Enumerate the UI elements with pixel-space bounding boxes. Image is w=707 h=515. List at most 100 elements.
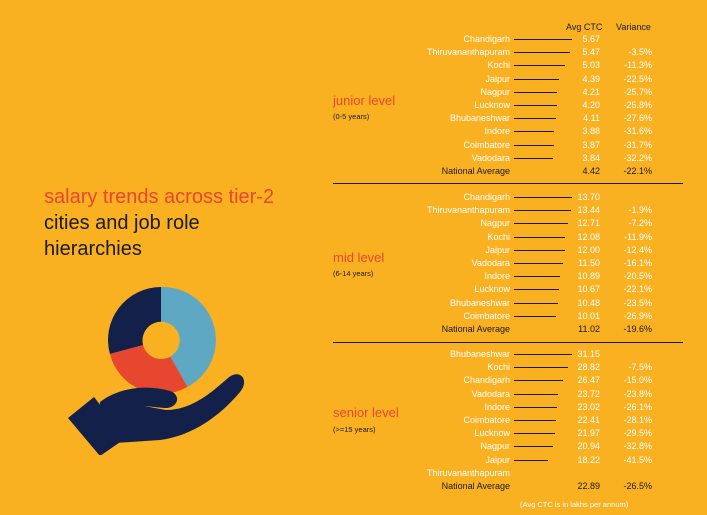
avg-ctc-value: 4.20: [582, 100, 600, 110]
table-row: Indore 3.88 -31.6%: [0, 125, 707, 138]
variance-value: -7.5%: [628, 362, 652, 373]
value-bar: [514, 433, 555, 435]
city-label: Vadodara: [471, 152, 510, 163]
variance-value: -7.2%: [628, 218, 652, 229]
avg-ctc-value: 22.41: [577, 415, 600, 425]
avg-ctc-value: 31.15: [577, 349, 600, 359]
national-average-row: National Average 11.02 -19.6%: [0, 323, 707, 336]
city-label: Indore: [484, 271, 510, 282]
value-bar: [514, 223, 568, 225]
value-bar: [514, 393, 559, 395]
value-bar: [514, 144, 554, 146]
variance-value: -11.3%: [624, 60, 652, 71]
donut-slice-blue: [161, 286, 216, 387]
national-average-row: National Average 22.89 -26.5%: [0, 480, 707, 493]
table-row: Coimbatore 10.01 -26.9%: [0, 310, 707, 323]
city-label: Chandigarh: [463, 375, 510, 386]
avg-ctc-value: 4.42: [582, 166, 600, 176]
city-label: Thiruvananthapuram: [426, 467, 510, 478]
city-label: Kochi: [487, 60, 510, 71]
level-title-senior: senior level: [333, 405, 399, 420]
variance-value: -11.9%: [624, 231, 652, 242]
table-row: Kochi 12.08 -11.9%: [0, 231, 707, 244]
variance-value: -32.8%: [623, 441, 652, 452]
avg-ctc-value: 11.02: [578, 324, 600, 334]
city-label: Chandigarh: [463, 34, 510, 44]
variance-value: -19.6%: [623, 324, 652, 334]
value-bar: [514, 236, 566, 238]
city-label: Thiruvananthapuram: [426, 205, 510, 216]
page-title-rest: cities and job role hierarchies: [44, 212, 200, 260]
section-divider: [333, 183, 683, 184]
table-row: Bhubaneshwar 10.48 -23.5%: [0, 297, 707, 310]
table-row: Lucknow 10.67 -22.1%: [0, 283, 707, 296]
value-bar: [514, 380, 564, 382]
avg-ctc-value: 4.39: [582, 73, 600, 84]
city-label: National Average: [441, 481, 510, 491]
city-label: Bhubaneshwar: [449, 113, 510, 124]
variance-value: -25.8%: [623, 100, 652, 110]
variance-value: -26.9%: [623, 310, 652, 321]
city-label: Indore: [484, 401, 510, 412]
city-label: Vadodara: [471, 258, 510, 268]
value-bar: [514, 420, 556, 421]
avg-ctc-value: 18.22: [577, 454, 600, 465]
table-row: Jaipur 4.39 -22.5%: [0, 73, 707, 86]
variance-value: -23.5%: [623, 297, 652, 308]
value-bar: [514, 131, 554, 133]
avg-ctc-value: 12.00: [577, 244, 600, 255]
footnote: (Avg CTC is in lakhs per annum): [520, 500, 629, 509]
avg-ctc-value: 12.08: [577, 231, 600, 242]
avg-ctc-value: 23.72: [577, 388, 600, 399]
variance-value: -29.5%: [623, 428, 652, 439]
variance-value: -26.5%: [623, 481, 652, 491]
avg-ctc-value: 4.11: [583, 113, 600, 124]
value-bar: [514, 52, 570, 54]
table-row: Vadodara 11.50 -16.1%: [0, 257, 707, 270]
table-row: Chandigarh 13.70: [0, 191, 707, 204]
variance-value: -32.2%: [623, 152, 652, 163]
value-bar: [514, 263, 563, 264]
variance-value: -12.4%: [623, 244, 652, 255]
variance-value: -15.0%: [623, 375, 652, 386]
table-row: Coimbatore 22.41 -28.1%: [0, 414, 707, 427]
section-divider: [333, 342, 683, 343]
value-bar: [514, 157, 554, 159]
value-bar: [514, 315, 557, 317]
value-bar: [514, 210, 571, 212]
variance-value: -22.1%: [623, 284, 652, 295]
hand-icon: [68, 374, 245, 455]
city-label: Kochi: [487, 231, 510, 242]
city-label: Jaipur: [485, 244, 510, 255]
table-row: Chandigarh 5.67: [0, 33, 707, 46]
table-row: Vadodara 3.84 -32.2%: [0, 152, 707, 165]
avg-ctc-value: 23.02: [577, 401, 600, 412]
value-bar: [514, 65, 566, 67]
variance-value: -1.9%: [628, 205, 652, 216]
variance-value: -26.1%: [623, 401, 652, 412]
variance-value: -25.7%: [623, 86, 652, 97]
donut-chart-icon: [108, 286, 216, 394]
city-label: Lucknow: [474, 100, 510, 110]
city-label: Kochi: [487, 362, 510, 373]
avg-ctc-value: 3.84: [582, 152, 600, 163]
avg-ctc-value: 5.47: [582, 47, 600, 58]
table-row: Nagpur 12.71 -7.2%: [0, 217, 707, 230]
variance-value: -41.5%: [623, 454, 652, 465]
variance-value: -22.1%: [623, 166, 652, 176]
avg-ctc-value: 26.47: [577, 375, 600, 386]
city-label: Coimbatore: [463, 139, 510, 150]
variance-value: -22.5%: [623, 73, 652, 84]
table-row: Jaipur 12.00 -12.4%: [0, 244, 707, 257]
avg-ctc-value: 3.87: [582, 139, 600, 150]
avg-ctc-value: 12.71: [577, 218, 600, 229]
table-row: Thiruvananthapuram 5.47 -3.5%: [0, 46, 707, 59]
value-bar: [514, 105, 557, 106]
value-bar: [514, 78, 559, 80]
table-row: Chandigarh 26.47 -15.0%: [0, 374, 707, 387]
table-row: Coimbatore 3.87 -31.7%: [0, 139, 707, 152]
avg-ctc-value: 21.97: [577, 428, 600, 439]
level-subtitle-senior: (>=15 years): [333, 425, 376, 434]
avg-ctc-value: 22.89: [577, 481, 600, 491]
page-title-accent: salary trends across tier-2: [44, 186, 275, 208]
